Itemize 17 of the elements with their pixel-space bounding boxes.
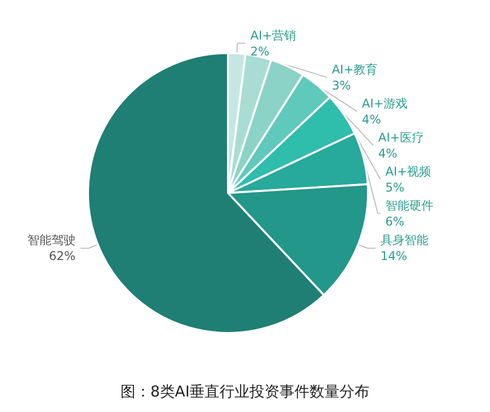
slice-label: 智能驾驶 (28, 233, 76, 248)
slice-label: 具身智能 (380, 233, 428, 248)
slice-label: AI+医疗 (378, 130, 424, 144)
data-label: 2% (250, 44, 270, 58)
data-label: 4% (378, 146, 398, 160)
data-label: 62% (48, 249, 76, 264)
data-label: 3% (332, 78, 351, 92)
data-label: 14% (380, 249, 408, 264)
slice-label: AI+教育 (332, 62, 378, 76)
slice-label: AI+营销 (250, 28, 296, 42)
slice-label: AI+视频 (385, 164, 432, 178)
slice-label: AI+游戏 (362, 96, 408, 110)
data-label: 5% (385, 180, 404, 194)
slice-label: 智能硬件 (385, 198, 434, 212)
data-label: 6% (385, 214, 404, 228)
text: 图：8类AI垂直行业投资事件数量分布 (120, 382, 370, 400)
data-label: 4% (362, 112, 381, 126)
